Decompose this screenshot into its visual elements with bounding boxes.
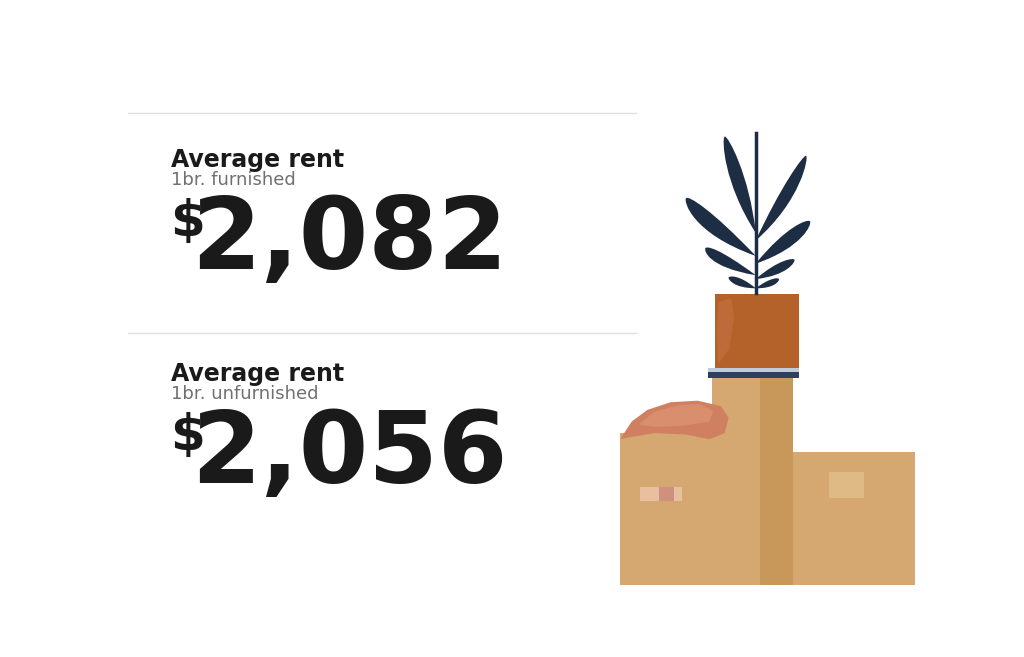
Bar xyxy=(708,369,799,373)
Bar xyxy=(708,369,799,378)
Text: Average rent: Average rent xyxy=(171,362,344,386)
Polygon shape xyxy=(713,433,764,585)
Text: $: $ xyxy=(171,412,206,461)
PathPatch shape xyxy=(686,198,756,256)
Bar xyxy=(658,487,675,501)
PathPatch shape xyxy=(728,277,756,288)
PathPatch shape xyxy=(706,248,756,275)
Text: 1br. furnished: 1br. furnished xyxy=(171,171,295,189)
Bar xyxy=(716,294,799,370)
PathPatch shape xyxy=(756,156,807,240)
Polygon shape xyxy=(621,401,729,439)
Text: 2,056: 2,056 xyxy=(191,407,508,504)
Text: 2,082: 2,082 xyxy=(191,193,508,290)
PathPatch shape xyxy=(756,279,779,288)
Text: 1br. unfurnished: 1br. unfurnished xyxy=(171,385,318,403)
Bar xyxy=(829,472,864,499)
Bar xyxy=(712,378,793,585)
PathPatch shape xyxy=(756,259,795,279)
PathPatch shape xyxy=(724,137,756,233)
Text: Average rent: Average rent xyxy=(171,148,344,172)
Bar xyxy=(621,433,767,585)
Bar xyxy=(640,487,682,501)
Polygon shape xyxy=(717,298,734,364)
Text: $: $ xyxy=(171,198,206,246)
Bar xyxy=(785,452,915,585)
PathPatch shape xyxy=(756,221,810,263)
Polygon shape xyxy=(760,378,793,585)
Polygon shape xyxy=(640,404,713,427)
